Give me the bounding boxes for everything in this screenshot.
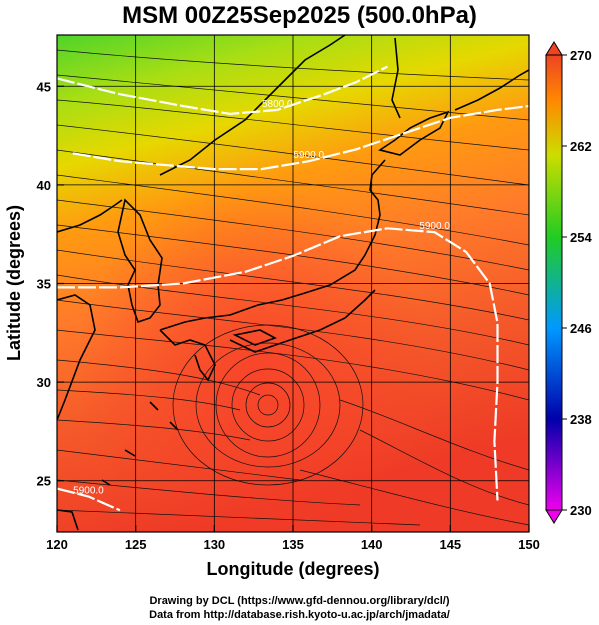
contour-line (57, 227, 499, 501)
y-tick-label: 25 (37, 474, 51, 489)
x-tick-label: 135 (282, 537, 304, 552)
contour-line (183, 17, 293, 31)
y-tick-label: 45 (37, 79, 51, 94)
contour-line (57, 65, 388, 116)
x-tick-label: 130 (203, 537, 225, 552)
contour-label: 5700.0 (231, 20, 262, 31)
x-axis: 120 125 130 135 140 145 150 (46, 525, 540, 552)
y-tick-label: 35 (37, 277, 51, 292)
colorbar-tick-label: 238 (570, 412, 592, 427)
contour-label: 5900.0 (293, 150, 324, 161)
colorbar-ticks: 230 238 246 254 262 270 (562, 48, 592, 518)
x-tick-label: 140 (361, 537, 383, 552)
x-tick-label: 145 (439, 537, 461, 552)
contour-line (57, 487, 121, 512)
contour-label: 5900.0 (73, 486, 104, 497)
chart-title: MSM 00Z25Sep2025 (500.0hPa) (122, 2, 477, 29)
contour-line (72, 104, 529, 171)
contour-label: 5800.0 (262, 99, 293, 110)
y-tick-label: 30 (37, 375, 51, 390)
x-tick-label: 120 (46, 537, 68, 552)
colorbar-tick-label: 230 (570, 503, 592, 518)
colorbar-min-arrow (545, 509, 563, 524)
colorbar-max-arrow (545, 41, 563, 56)
colorbar-tick-label: 246 (570, 321, 592, 336)
colorbar-tick-label: 270 (570, 48, 592, 63)
colorbar-body (545, 54, 563, 511)
colorbar-tick-label: 262 (570, 139, 592, 154)
colorbar: 230 238 246 254 262 270 (545, 41, 592, 524)
y-tick-label: 40 (37, 178, 51, 193)
plot-area: 5700.0 5800.0 5900.0 5900.0 5900.0 (56, 17, 530, 533)
x-tick-label: 125 (125, 537, 147, 552)
x-axis-label: Longitude (degrees) (206, 559, 379, 579)
drawing-credit: Drawing by DCL (https://www.gfd-dennou.o… (149, 595, 450, 607)
contour-lines: 5700.0 5800.0 5900.0 5900.0 5900.0 (57, 17, 529, 512)
x-tick-label: 150 (518, 537, 540, 552)
colorbar-tick-label: 254 (570, 230, 592, 245)
data-credit: Data from http://database.rish.kyoto-u.a… (149, 609, 450, 621)
y-axis-label: Latitude (degrees) (4, 205, 24, 361)
y-axis: 25 30 35 40 45 (37, 79, 64, 489)
contour-label: 5900.0 (419, 221, 450, 232)
